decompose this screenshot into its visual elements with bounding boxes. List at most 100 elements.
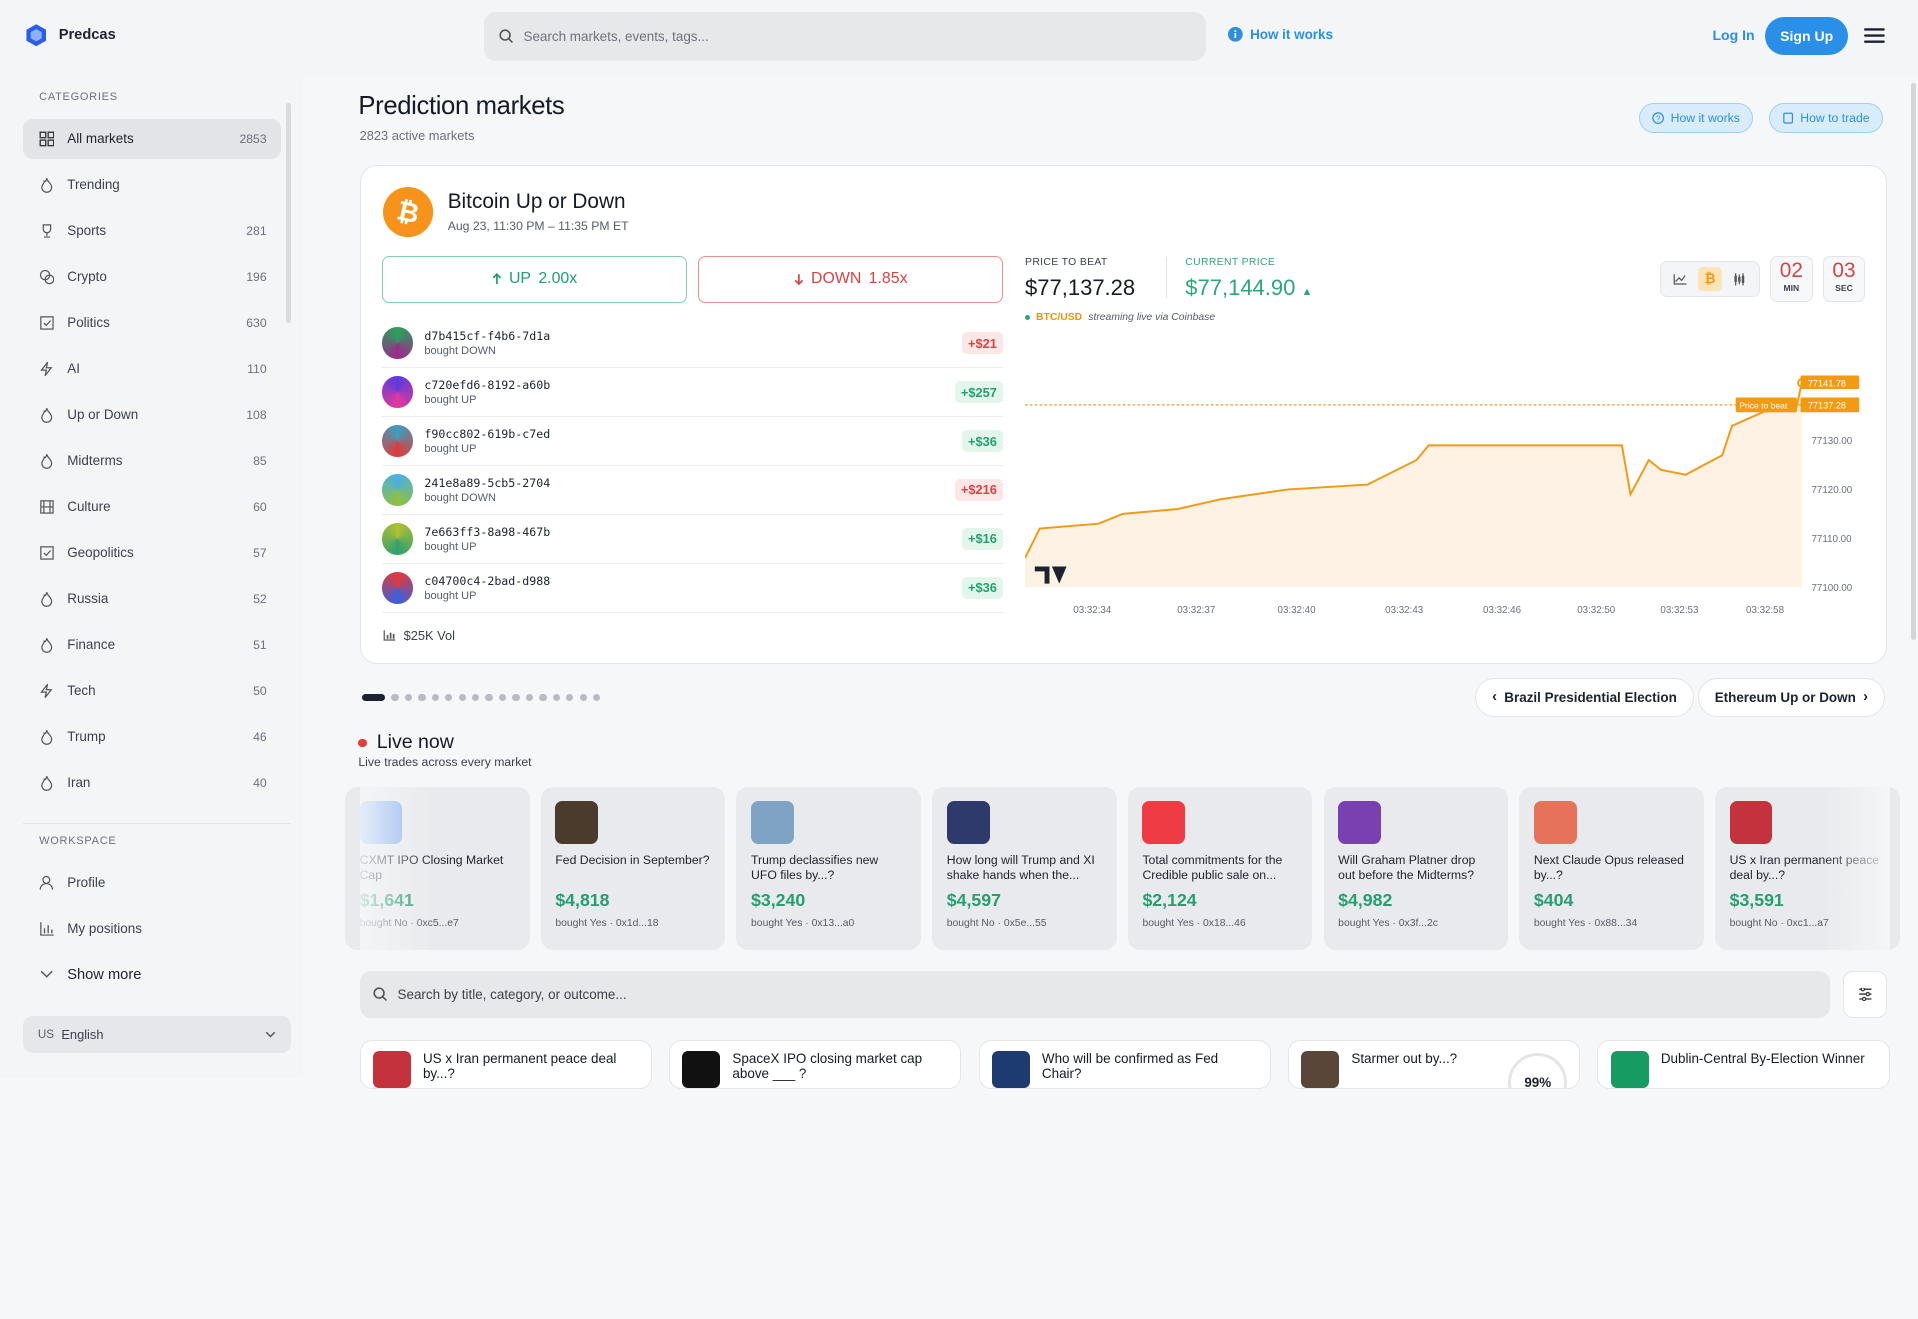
live-trade-card[interactable]: Will Graham Platner drop out before the …	[1323, 786, 1509, 951]
price-chart[interactable]: 77130.00 77120.00 77110.00 77100.00 03:32:34…	[1025, 361, 1869, 624]
how-it-works-button[interactable]: ? How it works	[1639, 102, 1754, 134]
trade-info: c04700c4-2bad-d988 bought UP	[424, 574, 550, 602]
market-card[interactable]: Starmer out by...? 99%	[1288, 1039, 1581, 1089]
live-trade-card[interactable]: How long will Trump and XI shake hands w…	[932, 786, 1117, 951]
bar-chart-icon	[38, 920, 55, 937]
sidebar-item-sports[interactable]: Sports 281	[23, 211, 281, 251]
timer-seconds-value: 03	[1832, 259, 1856, 283]
sidebar-item-iran[interactable]: Iran 40	[23, 763, 281, 803]
market-card[interactable]: US x Iran permanent peace deal by...?	[359, 1039, 652, 1089]
sidebar-item-count: 52	[253, 591, 267, 606]
search-icon	[499, 29, 514, 44]
language-select[interactable]: US English	[23, 1016, 292, 1054]
carousel-dot[interactable]	[592, 693, 601, 701]
market-thumbnail	[991, 1050, 1030, 1088]
brand-logo[interactable]: Predcas	[24, 23, 116, 47]
sidebar-item-label: Trump	[67, 729, 106, 745]
chevron-down-icon	[38, 966, 55, 983]
market-card[interactable]: Dublin-Central By-Election Winner	[1597, 1039, 1890, 1089]
chevron-right-icon: ›	[1863, 689, 1869, 706]
sidebar-item-count: 2853	[239, 131, 267, 146]
up-multiplier: 2.00x	[538, 270, 578, 288]
market-card[interactable]: SpaceX IPO closing market cap above ___ …	[669, 1039, 962, 1089]
trade-amount: +$216	[954, 478, 1003, 502]
candlestick-icon[interactable]	[1727, 267, 1751, 291]
sidebar-item-crypto[interactable]: Crypto 196	[23, 257, 281, 297]
search-icon	[373, 987, 388, 1002]
language-label: English	[61, 1027, 104, 1043]
sidebar-item-geopolitics[interactable]: Geopolitics 57	[23, 533, 281, 573]
live-card-meta: bought Yes · 0x1d...18	[555, 917, 659, 929]
global-search-input[interactable]: Search markets, events, tags...	[484, 12, 1207, 62]
carousel-prev-button[interactable]: ‹ Brazil Presidential Election	[1475, 677, 1694, 717]
featured-market-date: Aug 23, 11:30 PM – 11:35 PM ET	[447, 218, 629, 233]
sidebar-item-label: AI	[67, 361, 80, 377]
featured-market-title[interactable]: Bitcoin Up or Down	[447, 189, 626, 213]
down-button[interactable]: DOWN 1.85x	[698, 255, 1003, 304]
sidebar-item-finance[interactable]: Finance 51	[23, 625, 281, 665]
carousel-dot[interactable]	[525, 693, 534, 701]
carousel-dot[interactable]	[404, 693, 413, 701]
volume-label: $25K Vol	[403, 627, 455, 643]
carousel-dot[interactable]	[566, 693, 574, 701]
workspace-item-show-more[interactable]: Show more	[23, 954, 281, 994]
market-card[interactable]: Who will be confirmed as Fed Chair?	[978, 1039, 1271, 1089]
sidebar-item-all-markets[interactable]: All markets 2853	[23, 118, 282, 159]
hamburger-menu-icon[interactable]	[1864, 27, 1885, 44]
bitcoin-chart-icon[interactable]: ₿	[1697, 266, 1723, 292]
carousel-dot[interactable]	[498, 693, 507, 701]
carousel-dot[interactable]	[579, 693, 587, 701]
workspace-item-profile[interactable]: Profile	[23, 862, 281, 902]
live-trade-card[interactable]: Trump declassifies new UFO files by...? $…	[736, 786, 922, 951]
sidebar-item-count: 110	[247, 361, 267, 376]
market-search-input[interactable]: Search by title, category, or outcome...	[359, 971, 1830, 1018]
how-it-works-link[interactable]: How it works	[1228, 27, 1333, 42]
trade-amount: +$257	[954, 380, 1003, 404]
line-chart-icon[interactable]	[1668, 267, 1692, 291]
sidebar-item-culture[interactable]: Culture 60	[23, 487, 281, 527]
signup-button[interactable]: Sign Up	[1765, 17, 1849, 56]
live-trade-card[interactable]: Next Claude Opus released by...? $404 boug…	[1519, 786, 1704, 951]
carousel-dot[interactable]	[391, 693, 399, 701]
carousel-dot[interactable]	[431, 693, 440, 701]
live-now-heading: Live now	[358, 731, 454, 754]
login-button[interactable]: Log In	[1712, 26, 1755, 43]
sidebar-item-tech[interactable]: Tech 50	[23, 671, 281, 711]
carousel-dot[interactable]	[552, 693, 560, 701]
carousel-dot[interactable]	[362, 693, 386, 701]
tradingview-logo-icon	[1034, 566, 1067, 584]
sidebar-scrollbar[interactable]	[286, 102, 292, 323]
workspace-heading: WORKSPACE	[39, 835, 117, 848]
bolt-icon	[38, 682, 55, 699]
carousel-dot[interactable]	[445, 693, 453, 701]
sidebar-item-up-or-down[interactable]: Up or Down 108	[23, 395, 281, 435]
up-button[interactable]: UP 2.00x	[381, 255, 688, 304]
sidebar-item-russia[interactable]: Russia 52	[23, 579, 281, 619]
carousel-next-button[interactable]: Ethereum Up or Down ›	[1697, 677, 1885, 717]
carousel-dot[interactable]	[539, 693, 547, 701]
sidebar-item-politics[interactable]: Politics 630	[23, 303, 281, 343]
brand-name: Predcas	[58, 27, 116, 44]
how-to-trade-button[interactable]: How to trade	[1768, 102, 1883, 134]
live-card-title: Next Claude Opus released by...?	[1533, 852, 1684, 883]
page-scrollbar[interactable]	[1910, 83, 1916, 640]
price-to-beat-tag	[1735, 397, 1797, 413]
carousel-dot[interactable]	[512, 693, 520, 701]
sidebar-item-trump[interactable]: Trump 46	[23, 717, 281, 757]
live-card-title: Trump declassifies new UFO files by...?	[751, 852, 879, 883]
sidebar-item-midterms[interactable]: Midterms 85	[23, 441, 281, 481]
carousel-dot[interactable]	[418, 693, 426, 701]
carousel-dot[interactable]	[458, 693, 466, 701]
carousel-dot[interactable]	[472, 693, 480, 701]
market-thumbnail	[1729, 801, 1773, 844]
market-thumbnail	[1338, 801, 1381, 844]
sidebar-item-label: Politics	[67, 315, 110, 331]
live-trade-card[interactable]: Total commitments for the Credible publi…	[1127, 786, 1313, 951]
live-card-amount: $3,240	[751, 890, 806, 911]
live-trade-card[interactable]: Fed Decision in September? $4,818 bought Y…	[540, 786, 726, 951]
carousel-dot[interactable]	[485, 693, 493, 701]
workspace-item-my-positions[interactable]: My positions	[23, 908, 281, 948]
filter-button[interactable]	[1843, 971, 1888, 1018]
sidebar-item-ai[interactable]: AI 110	[23, 349, 281, 389]
sidebar-item-trending[interactable]: Trending	[23, 165, 281, 205]
